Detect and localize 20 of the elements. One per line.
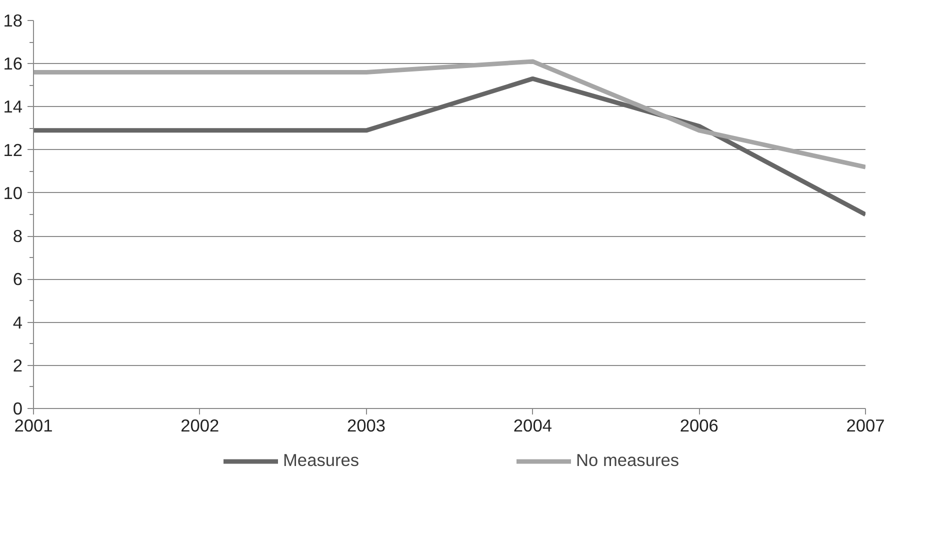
y-tick-label: 4	[12, 312, 23, 332]
y-tick-label: 6	[12, 269, 23, 290]
y-tick-label: 8	[12, 226, 23, 246]
legend-label: Measures	[283, 450, 360, 471]
y-tick-label: 2	[12, 355, 23, 376]
y-tick-label: 12	[3, 140, 23, 160]
x-tick-label: 2002	[180, 416, 220, 436]
line-series	[34, 76, 866, 217]
x-tick-label: 2007	[846, 416, 885, 436]
x-tick-label: 2004	[513, 416, 552, 436]
y-tick-label: 10	[3, 182, 23, 203]
y-tick-label: 14	[3, 96, 23, 117]
x-tick-label: 2003	[347, 416, 386, 436]
line-series	[34, 59, 866, 170]
y-tick-label: 16	[3, 54, 23, 74]
y-tick-label: 0	[12, 398, 23, 418]
legend-label: No measures	[576, 450, 680, 471]
y-tick-label: 18	[3, 10, 23, 30]
x-tick-label: 2006	[680, 416, 718, 436]
x-tick-label: 2001	[14, 416, 53, 436]
